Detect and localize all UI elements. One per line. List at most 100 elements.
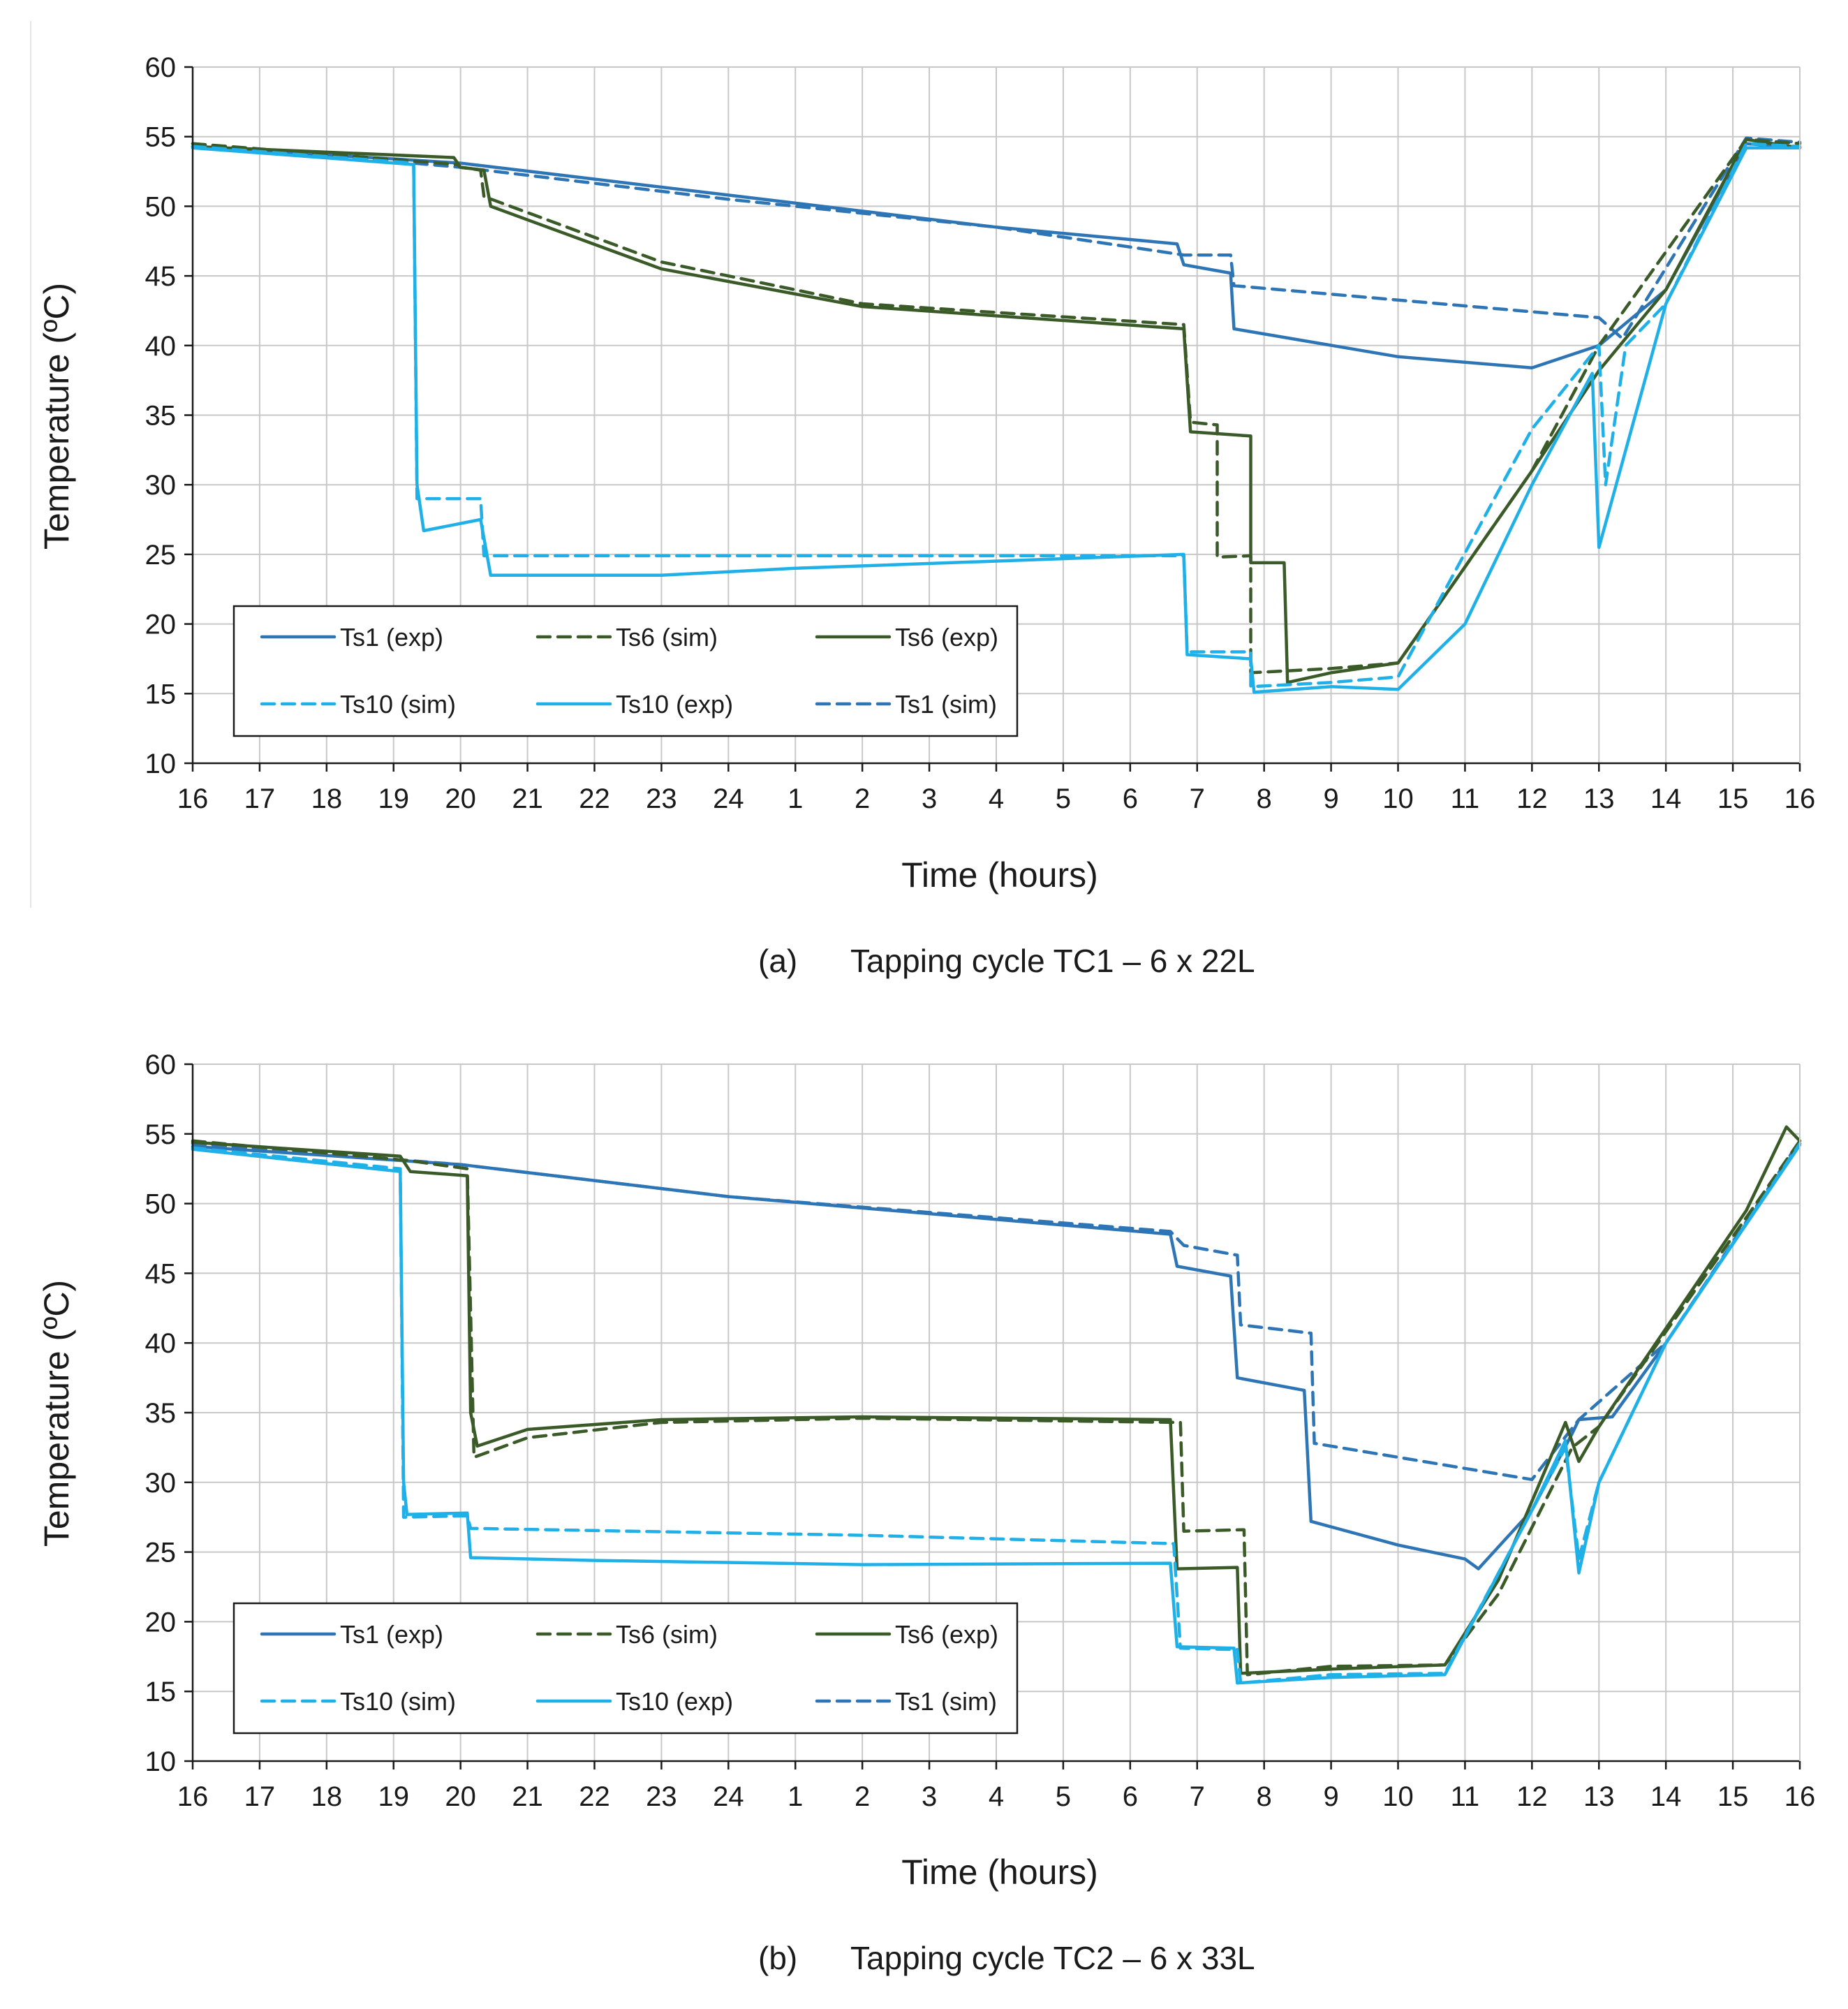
chart-b-x-ticks: 16 17 18 19 20 21 22 23 24 1 2 3 4 5 6 7 8 9 10 11 12 13 14 15 1… [177,1761,1816,1812]
chart-a-x-tick-label: 20 [445,783,476,814]
chart-b-y-tick-label: 25 [145,1538,177,1568]
chart-a-y-tick-label: 35 [145,401,177,432]
chart-b-x-tick-label: 14 [1650,1781,1682,1812]
chart-a-x-tick-label: 14 [1650,783,1682,814]
chart-b-y-tick-label: 45 [145,1258,177,1289]
chart-b-legend-label-ts6-sim: Ts6 (sim) [616,1620,718,1649]
chart-a-x-tick-label: 21 [512,783,543,814]
chart-a-y-ticks: 10 15 20 25 30 35 40 45 50 55 60 [145,52,193,779]
chart-a-series-ts10-sim [191,142,1802,689]
chart-b-x-tick-label: 18 [311,1781,343,1812]
chart-a-series-ts1-exp [191,142,1802,369]
chart-b-y-tick-label: 30 [145,1468,177,1499]
chart-a-x-tick-label: 10 [1382,783,1414,814]
chart-b-y-axis-title: Temperature (ºC) [37,1280,76,1547]
chart-a-x-tick-label: 22 [579,783,610,814]
chart-a-x-ticks: 16 17 18 19 20 21 22 23 24 1 2 3 4 5 6 7 8 9 10 11 12 13 14 15 1… [177,763,1816,814]
chart-a-x-axis-title: Time (hours) [901,855,1098,895]
chart-a-x-tick-label: 5 [1056,783,1071,814]
chart-a-x-tick-label: 12 [1516,783,1548,814]
chart-b-x-tick-label: 2 [855,1781,870,1812]
chart-b-x-tick-label: 4 [989,1781,1004,1812]
chart-b-series-ts10-exp [191,1143,1802,1685]
chart-b-x-tick-label: 15 [1717,1781,1749,1812]
chart-a-x-tick-label: 19 [378,783,410,814]
chart-b-x-tick-label: 20 [445,1781,476,1812]
chart-a-x-tick-label: 7 [1190,783,1205,814]
chart-b-series-ts10-sim [191,1142,1802,1685]
chart-a-y-tick-label: 45 [145,261,177,292]
chart-a-y-tick-label: 40 [145,331,177,362]
chart-a-y-tick-label: 20 [145,610,177,640]
chart-a-x-tick-label: 16 [177,783,209,814]
chart-a-x-tick-label: 2 [855,783,870,814]
chart-b-x-tick-label: 11 [1451,1781,1480,1812]
chart-a-y-tick-label: 55 [145,122,177,153]
chart-b-y-tick-label: 35 [145,1398,177,1429]
chart-b-x-tick-label: 6 [1123,1781,1138,1812]
chart-b-x-tick-label: 12 [1516,1781,1548,1812]
chart-b-x-tick-label: 16 [1784,1781,1816,1812]
chart-b-legend-box [232,1602,1019,1735]
chart-a-legend: Ts1 (exp) Ts6 (sim) Ts6 (exp) Ts10 (sim) Ts1… [232,605,1019,737]
chart-b-caption-label: (b) [758,1940,797,1976]
chart-a-legend-label-ts6-exp: Ts6 (exp) [895,623,998,652]
chart-a-x-tick-label: 16 [1784,783,1816,814]
chart-b-x-tick-label: 9 [1323,1781,1338,1812]
chart-a-x-tick-label: 18 [311,783,343,814]
chart-a-x-tick-label: 8 [1257,783,1272,814]
chart-b-series-ts6-sim [191,1139,1802,1677]
chart-a-y-axis-title: Temperature (ºC) [37,283,76,550]
chart-a-legend-label-ts10-sim: Ts10 (sim) [340,690,456,719]
chart-a-y-tick-label: 10 [145,749,177,779]
chart-b-series-ts1-exp [191,1142,1802,1570]
chart-b-y-tick-label: 20 [145,1607,177,1638]
chart-b-legend-label-ts1-exp: Ts1 (exp) [340,1620,443,1649]
chart-a-legend-box [232,605,1019,737]
chart-b-y-tick-label: 15 [145,1677,177,1707]
chart-a-legend-label-ts10-exp: Ts10 (exp) [616,690,733,719]
chart-b-x-tick-label: 8 [1257,1781,1272,1812]
chart-a-series-ts6-exp [191,138,1802,684]
chart-b-x-tick-label: 1 [788,1781,803,1812]
chart-b-x-tick-label: 19 [378,1781,410,1812]
chart-a-x-tick-label: 4 [989,783,1004,814]
chart-b-legend-label-ts6-exp: Ts6 (exp) [895,1620,998,1649]
chart-b-x-tick-label: 5 [1056,1781,1071,1812]
chart-b-caption-text: Tapping cycle TC2 – 6 x 33L [850,1940,1255,1976]
chart-a-legend-label-ts6-sim: Ts6 (sim) [616,623,718,652]
chart-a-y-tick-label: 50 [145,191,177,222]
chart-a-x-tick-label: 11 [1451,783,1480,814]
chart-a-x-tick-label: 9 [1323,783,1338,814]
chart-a-y-tick-label: 60 [145,52,177,83]
chart-a-y-tick-label: 25 [145,540,177,571]
chart-b-legend-label-ts1-sim: Ts1 (sim) [895,1687,997,1716]
chart-a-series-ts10-exp [191,146,1802,694]
chart-b-x-tick-label: 17 [244,1781,276,1812]
chart-b-series [191,1125,1802,1685]
chart-b-x-tick-label: 3 [922,1781,937,1812]
chart-a-caption-label: (a) [758,943,797,979]
chart-b-x-tick-label: 22 [579,1781,610,1812]
chart-a-x-tick-label: 23 [646,783,677,814]
chart-a-series [191,136,1802,694]
chart-b-y-ticks: 10 15 20 25 30 35 40 45 50 55 60 [145,1050,193,1777]
chart-b-y-tick-label: 50 [145,1189,177,1220]
chart-a-x-tick-label: 13 [1583,783,1615,814]
chart-a-y-tick-label: 15 [145,679,177,709]
chart-a-legend-label-ts1-exp: Ts1 (exp) [340,623,443,652]
chart-b-x-axis-title: Time (hours) [901,1853,1098,1892]
chart-b-x-tick-label: 16 [177,1781,209,1812]
chart-a-x-tick-label: 6 [1123,783,1138,814]
chart-b-y-tick-label: 55 [145,1119,177,1150]
chart-b-x-tick-label: 7 [1190,1781,1205,1812]
chart-a-caption-text: Tapping cycle TC1 – 6 x 22L [850,943,1255,979]
chart-a-legend-label-ts1-sim: Ts1 (sim) [895,690,997,719]
chart-b-x-tick-label: 13 [1583,1781,1615,1812]
chart-b-y-tick-label: 60 [145,1050,177,1080]
chart-b-legend-label-ts10-sim: Ts10 (sim) [340,1687,456,1716]
chart-a-x-tick-label: 15 [1717,783,1749,814]
